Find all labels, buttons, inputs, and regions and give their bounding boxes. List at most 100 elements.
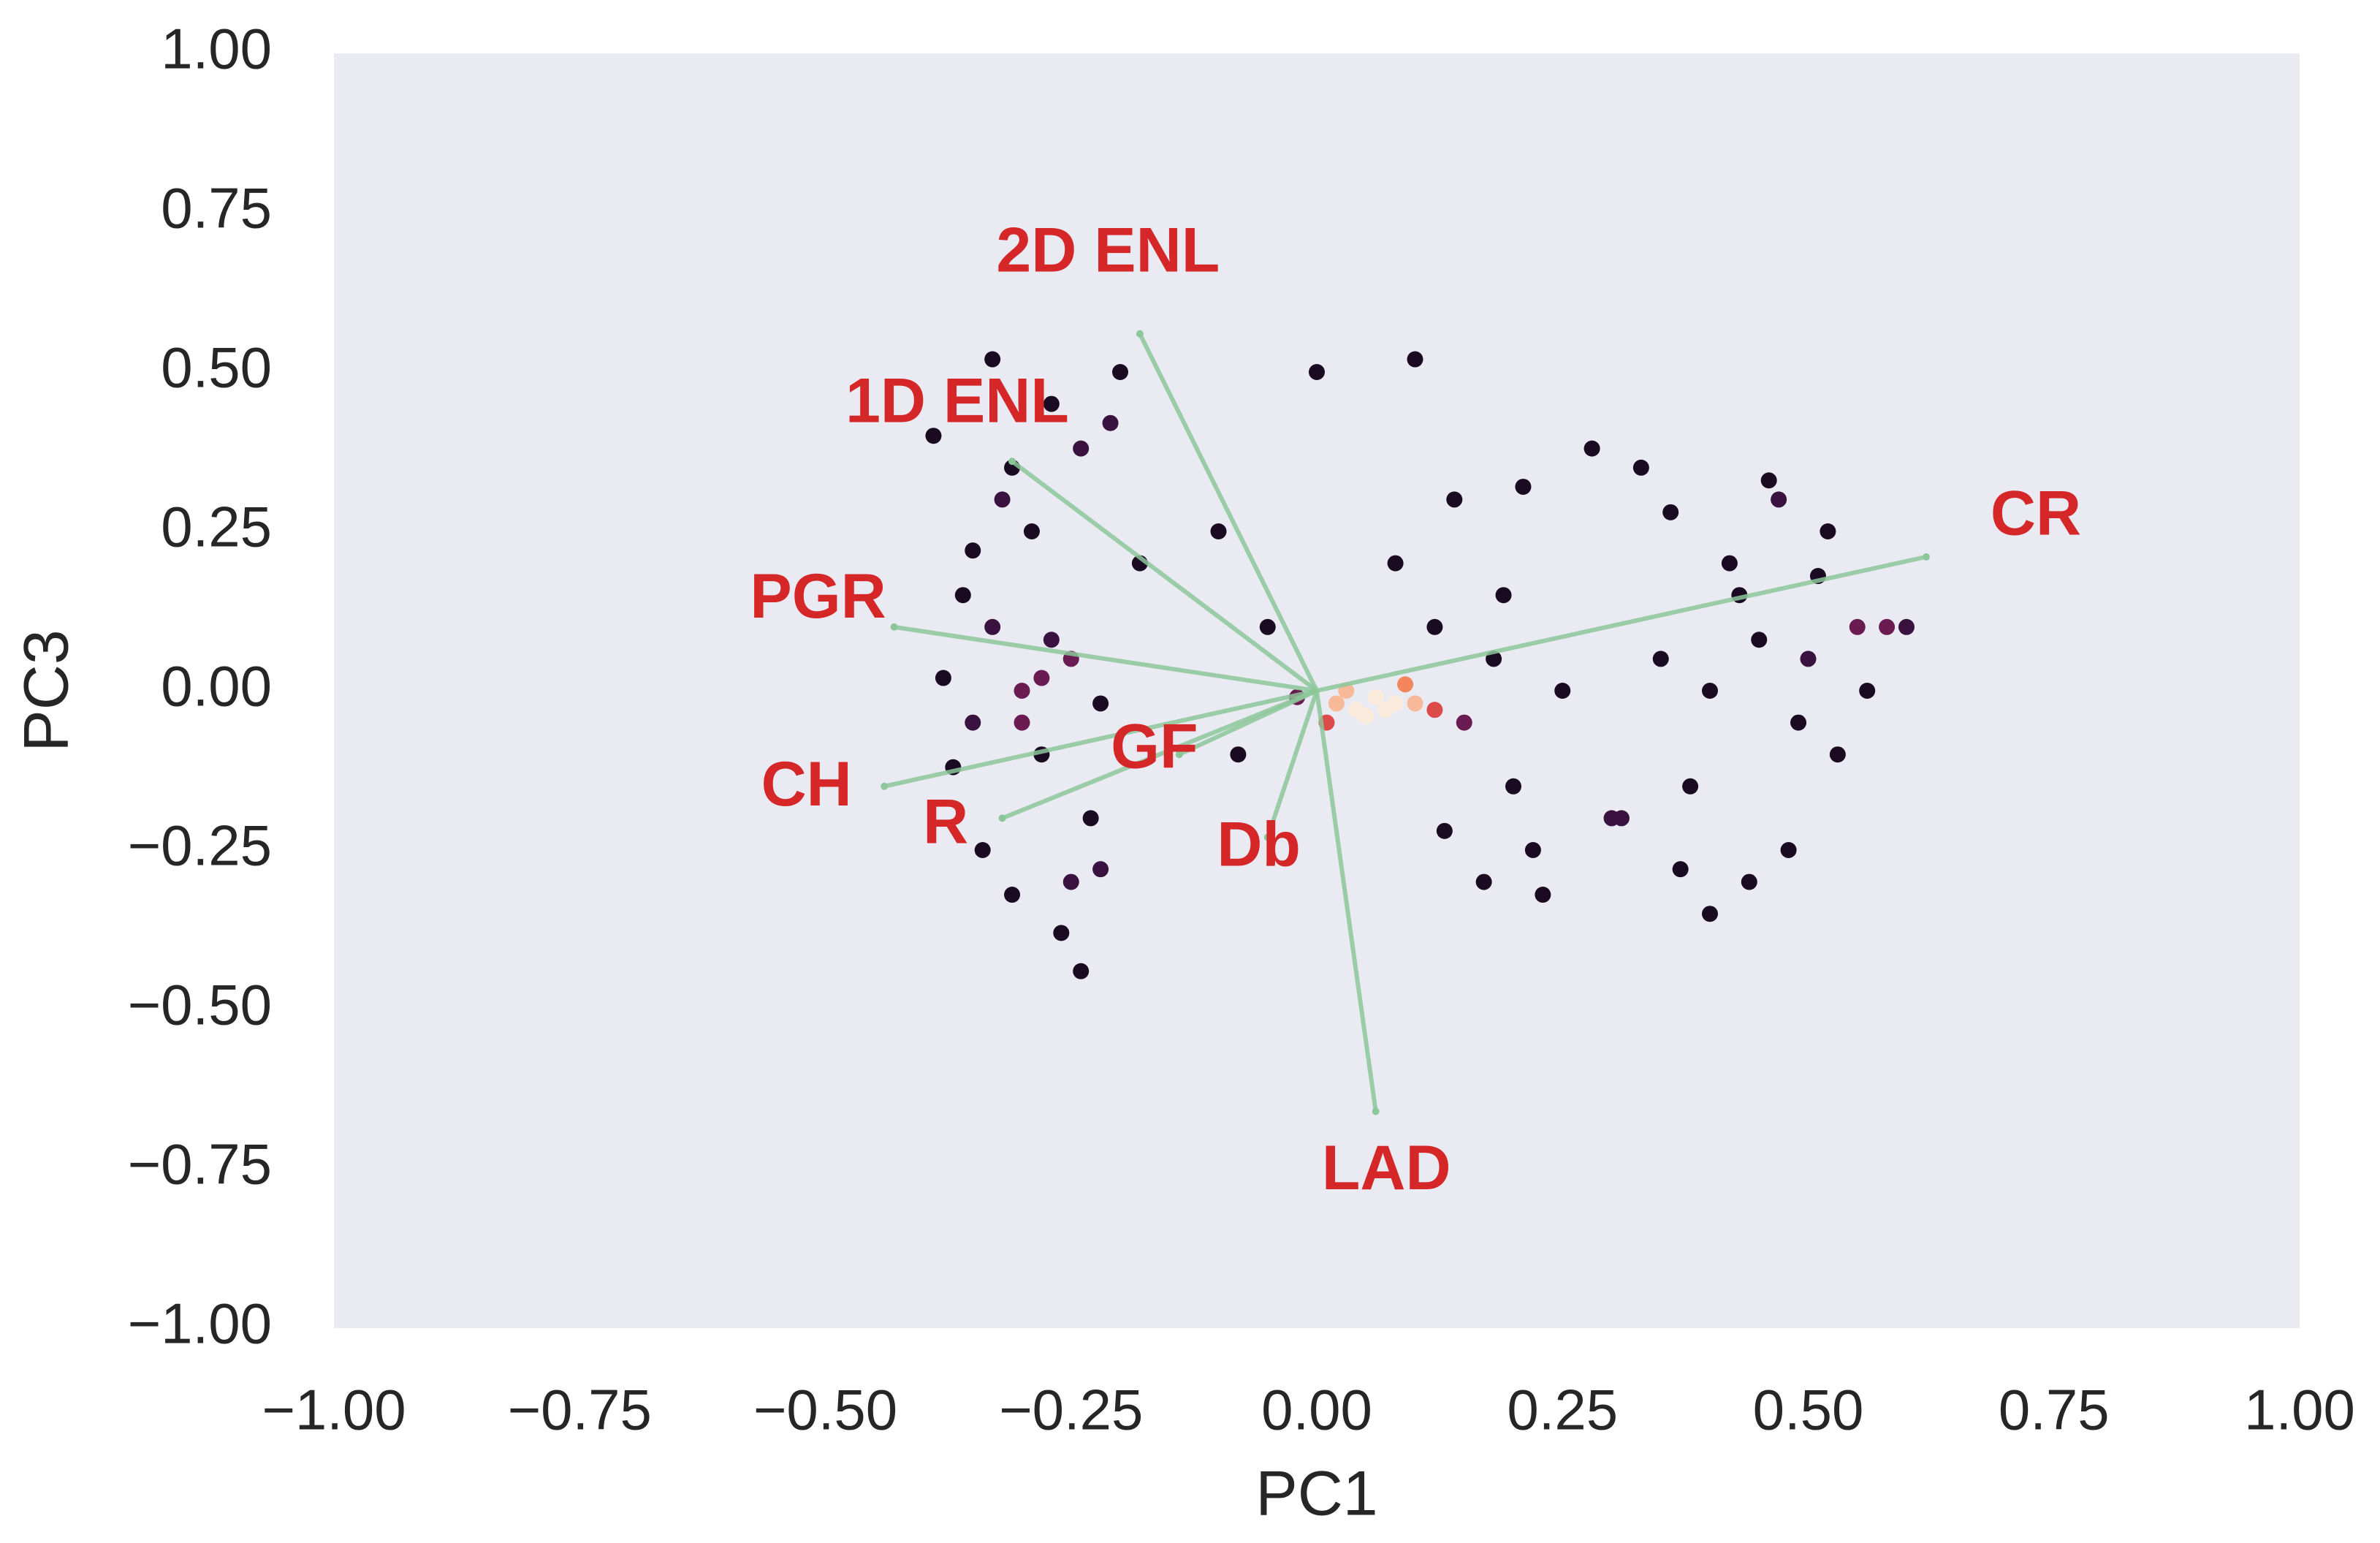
point [1043, 395, 1060, 412]
arrow-head [998, 814, 1006, 822]
point [1309, 364, 1325, 380]
y-tick-label: 0.00 [161, 654, 272, 719]
point [1682, 778, 1699, 795]
x-tick-label: 0.00 [1261, 1378, 1372, 1442]
point [1829, 746, 1846, 763]
y-axis-label: PC3 [12, 629, 82, 751]
point [1751, 632, 1768, 648]
point [984, 618, 1001, 635]
point [1652, 651, 1669, 667]
loading-label: CR [1991, 479, 2081, 549]
point [1102, 414, 1119, 431]
x-tick-label: −0.75 [508, 1378, 652, 1442]
point [1062, 873, 1079, 890]
loading-label: GF [1111, 712, 1198, 782]
point [1702, 906, 1718, 922]
point [1859, 683, 1876, 699]
arrow-head [1922, 553, 1930, 561]
point [1505, 778, 1521, 795]
arrow-head [881, 782, 889, 790]
point [1898, 618, 1915, 635]
point [1367, 689, 1384, 705]
point [1475, 873, 1492, 890]
point [1672, 861, 1689, 878]
point [1426, 618, 1443, 635]
loading-arrow [894, 624, 1318, 693]
x-tick-label: −0.25 [999, 1378, 1143, 1442]
point [954, 587, 971, 604]
x-tick-label: −0.50 [753, 1378, 897, 1442]
loading-label: R [923, 787, 968, 857]
loading-arrow [1138, 333, 1319, 692]
point [1347, 702, 1364, 719]
point [1328, 695, 1345, 712]
point [1554, 683, 1571, 699]
point [1613, 810, 1630, 827]
y-tick-label: 0.25 [161, 495, 272, 559]
loading-arrow [1316, 554, 1927, 693]
point [1702, 683, 1718, 699]
point [1387, 555, 1404, 572]
point [1800, 651, 1817, 667]
scatter-points [925, 351, 1915, 979]
point [1210, 523, 1227, 539]
point [1092, 695, 1109, 712]
point [1023, 523, 1040, 539]
point [1426, 702, 1443, 719]
loading-arrow [1178, 689, 1318, 757]
x-tick-label: 1.00 [2244, 1378, 2355, 1442]
point [1082, 810, 1099, 827]
point [1112, 364, 1128, 380]
x-tick-label: 0.75 [1999, 1378, 2110, 1442]
point [1632, 459, 1649, 476]
y-tick-label: 0.75 [161, 176, 272, 240]
arrow-head [890, 623, 898, 631]
y-tick-label: 1.00 [161, 17, 272, 81]
point [965, 714, 981, 731]
arrow-head [1175, 751, 1183, 759]
point [1436, 822, 1453, 839]
point [1820, 523, 1836, 539]
point [1584, 440, 1600, 457]
point [1849, 618, 1866, 635]
loading-arrow [1011, 459, 1318, 693]
y-tick-label: −0.50 [128, 973, 272, 1037]
point [1053, 925, 1070, 941]
loading-arrow [1265, 690, 1319, 838]
point [1407, 695, 1423, 712]
loadings: 2D ENL 1D ENL CR PGR CH R GF Db LAD [750, 216, 2081, 1203]
point [1662, 504, 1679, 520]
x-tick-label: 0.25 [1507, 1378, 1618, 1442]
point [1014, 714, 1030, 731]
loading-label: CH [761, 749, 852, 819]
point [1456, 714, 1472, 731]
point [1771, 491, 1787, 508]
y-tick-label: 0.50 [161, 335, 272, 400]
point [1092, 861, 1109, 878]
loading-arrow [1001, 689, 1318, 821]
point [1879, 618, 1896, 635]
point [1004, 887, 1021, 903]
point [994, 491, 1011, 508]
point [1073, 440, 1090, 457]
loading-arrow [883, 689, 1318, 789]
point [1515, 478, 1532, 495]
point [1033, 670, 1050, 686]
point [1073, 963, 1090, 979]
loading-label: 1D ENL [845, 365, 1069, 436]
point [1259, 618, 1276, 635]
point [925, 428, 942, 444]
point [1377, 702, 1394, 719]
loading-arrow [1315, 690, 1378, 1112]
point [1397, 676, 1414, 693]
y-tick-label: −1.00 [128, 1292, 272, 1356]
point [1780, 842, 1797, 858]
loading-label: Db [1217, 809, 1301, 879]
point [1043, 632, 1060, 648]
x-tick-label: 0.50 [1753, 1378, 1864, 1442]
y-tick-label: −0.25 [128, 814, 272, 878]
point [935, 670, 951, 686]
point [1446, 491, 1463, 508]
arrow-head [1136, 330, 1144, 338]
